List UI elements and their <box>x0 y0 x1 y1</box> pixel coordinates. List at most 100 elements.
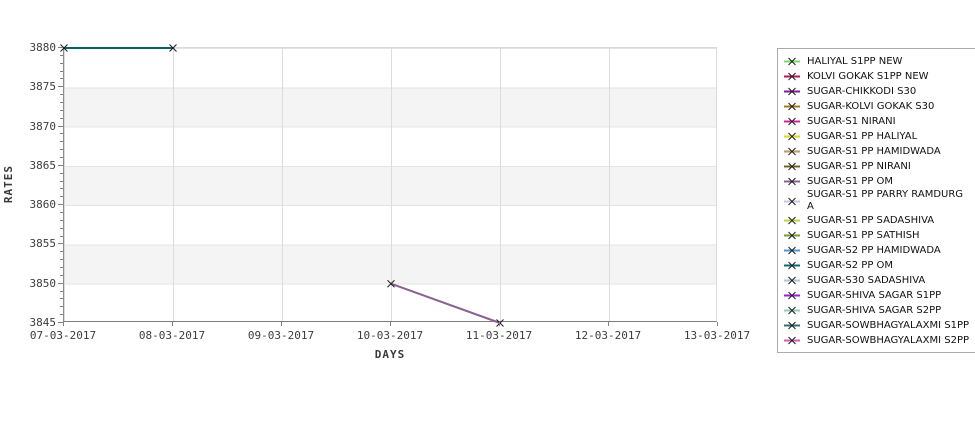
legend-item-label: HALIYAL S1PP NEW <box>807 55 903 67</box>
x-tick-label: 08-03-2017 <box>138 329 206 342</box>
x-major-tick <box>717 322 718 326</box>
legend-item: SUGAR-S1 PP SATHISH <box>784 228 975 243</box>
y-minor-tick <box>60 109 63 111</box>
x-major-tick <box>172 322 173 326</box>
data-point-x-marker <box>169 44 177 52</box>
legend-line-x-marker-icon <box>784 261 800 270</box>
y-minor-tick <box>60 188 63 190</box>
y-minor-tick <box>60 259 63 261</box>
legend-line-x-marker-icon <box>784 336 800 345</box>
y-minor-tick <box>60 274 63 276</box>
y-minor-tick <box>60 62 63 64</box>
legend-item-label: SUGAR-KOLVI GOKAK S30 <box>807 100 935 112</box>
y-major-tick <box>58 282 63 284</box>
legend-item: SUGAR-S1 NIRANI <box>784 114 975 129</box>
x-major-tick <box>390 322 391 326</box>
y-major-tick <box>58 164 63 166</box>
legend-item: SUGAR-S1 PP PARRY RAMDURG A <box>784 189 975 213</box>
legend-item-label: SUGAR-SOWBHAGYALAXMI S1PP <box>807 319 970 331</box>
x-major-tick <box>608 322 609 326</box>
legend-item: SUGAR-CHIKKODI S30 <box>784 84 975 99</box>
legend-item-label: SUGAR-S1 PP SADASHIVA <box>807 214 935 226</box>
data-point-x-marker <box>387 279 395 288</box>
legend-item-label: SUGAR-S2 PP OM <box>807 259 894 271</box>
legend-item-label: SUGAR-S2 PP HAMIDWADA <box>807 244 941 256</box>
legend-item: SUGAR-SHIVA SAGAR S1PP <box>784 288 975 303</box>
legend-item-label: SUGAR-S30 SADASHIVA <box>807 274 926 286</box>
y-tick-label: 3870 <box>29 119 57 133</box>
legend-line-x-marker-icon <box>784 57 800 66</box>
legend-item-label: SUGAR-S1 PP SATHISH <box>807 229 920 241</box>
legend-item-label: SUGAR-SOWBHAGYALAXMI S2PP <box>807 334 970 346</box>
legend-line-x-marker-icon <box>784 197 800 205</box>
y-major-tick <box>58 204 63 206</box>
x-tick-label: 11-03-2017 <box>465 329 533 342</box>
x-tick-label: 10-03-2017 <box>356 329 424 342</box>
x-tick-label: 13-03-2017 <box>683 329 751 342</box>
y-minor-tick <box>60 117 63 119</box>
x-tick-label: 07-03-2017 <box>29 329 97 342</box>
y-major-tick <box>58 47 63 48</box>
legend-item: SUGAR-S1 PP NIRANI <box>784 159 975 174</box>
y-minor-tick <box>60 235 63 237</box>
data-point-x-marker <box>496 319 504 327</box>
y-minor-tick <box>60 212 63 213</box>
y-minor-tick <box>60 141 63 143</box>
x-major-tick <box>499 322 500 326</box>
y-axis-label: RATES <box>2 164 15 204</box>
legend-item: SUGAR-S1 PP HALIYAL <box>784 129 975 144</box>
legend-line-x-marker-icon <box>784 246 800 255</box>
y-major-tick <box>58 125 63 127</box>
y-minor-tick <box>60 149 63 151</box>
legend-item-label: SUGAR-S1 PP NIRANI <box>807 160 911 172</box>
y-minor-tick <box>60 290 63 292</box>
y-minor-tick <box>60 219 63 221</box>
y-tick-label: 3880 <box>29 41 57 54</box>
series-lines <box>60 44 504 327</box>
legend-line-x-marker-icon <box>784 216 800 225</box>
legend-line-x-marker-icon <box>784 72 800 81</box>
legend-item: SUGAR-S1 PP SADASHIVA <box>784 213 975 228</box>
y-major-tick <box>58 86 63 88</box>
legend-line-x-marker-icon <box>784 306 800 315</box>
y-minor-tick <box>60 306 63 308</box>
legend-line-x-marker-icon <box>784 291 800 300</box>
legend-line-x-marker-icon <box>784 231 800 240</box>
x-major-tick <box>63 322 64 326</box>
legend-line-x-marker-icon <box>784 177 800 186</box>
y-tick-label: 3850 <box>29 276 57 290</box>
legend-item-label: SUGAR-S1 PP HAMIDWADA <box>807 145 941 157</box>
x-major-tick <box>281 322 282 326</box>
legend-item: SUGAR-S30 SADASHIVA <box>784 273 975 288</box>
x-axis-label: DAYS <box>374 348 406 361</box>
series-line-muted-purple-line <box>390 282 501 324</box>
legend-item-label: SUGAR-S1 PP OM <box>807 175 894 187</box>
y-minor-tick <box>60 180 63 182</box>
legend-item: SUGAR-KOLVI GOKAK S30 <box>784 99 975 114</box>
y-minor-tick <box>60 78 63 80</box>
x-tick-label: 12-03-2017 <box>574 329 642 342</box>
y-minor-tick <box>60 102 63 103</box>
y-tick-label: 3845 <box>29 316 57 329</box>
y-minor-tick <box>60 267 63 268</box>
legend-item: SUGAR-S2 PP OM <box>784 258 975 273</box>
y-minor-tick <box>60 54 63 56</box>
y-minor-tick <box>60 227 63 229</box>
legend-item: SUGAR-S1 PP OM <box>784 174 975 189</box>
y-minor-tick <box>60 133 63 135</box>
legend-line-x-marker-icon <box>784 117 800 126</box>
y-major-tick <box>58 322 63 323</box>
y-minor-tick <box>60 314 63 316</box>
legend-line-x-marker-icon <box>784 87 800 96</box>
legend-item-label: SUGAR-CHIKKODI S30 <box>807 85 917 97</box>
legend-item: SUGAR-S1 PP HAMIDWADA <box>784 144 975 159</box>
y-tick-label: 3860 <box>29 198 57 212</box>
data-point-x-marker <box>60 44 68 52</box>
legend-line-x-marker-icon <box>784 276 800 285</box>
y-tick-label: 3855 <box>29 237 57 251</box>
y-minor-tick <box>60 251 63 253</box>
legend-item-label: SUGAR-SHIVA SAGAR S2PP <box>807 304 942 316</box>
legend-line-x-marker-icon <box>784 321 800 330</box>
legend-item-label: SUGAR-SHIVA SAGAR S1PP <box>807 289 942 301</box>
